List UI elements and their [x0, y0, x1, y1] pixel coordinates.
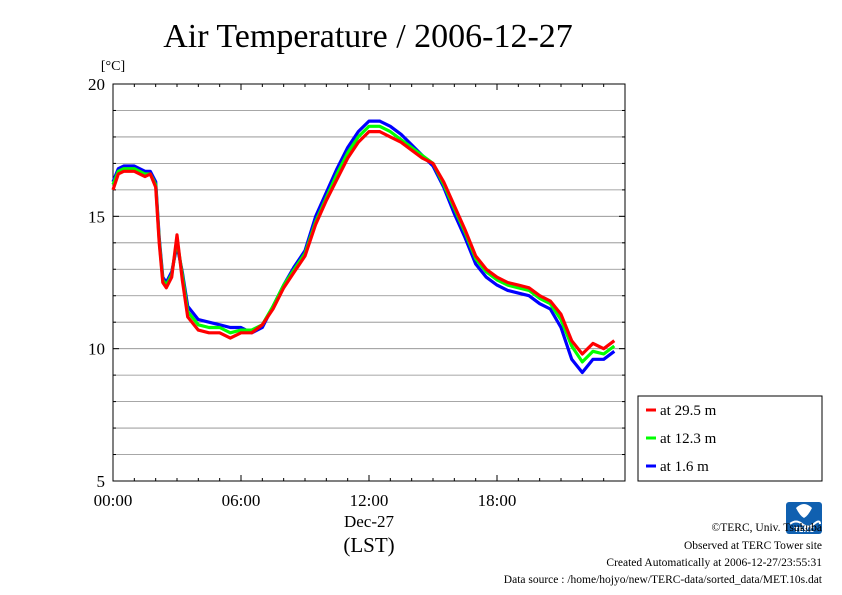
x-tick-label: 06:00 — [222, 491, 261, 510]
y-tick-label: 20 — [88, 75, 105, 94]
series-lines — [111, 119, 616, 375]
plot-frame — [112, 83, 626, 482]
legend-label-at-29-5-m: at 29.5 m — [660, 403, 717, 419]
grid-lines — [113, 110, 625, 455]
x-tick-label: 18:00 — [478, 491, 517, 510]
terc-logo-icon: TERC — [786, 502, 822, 534]
logo-text: TERC — [794, 526, 814, 534]
y-axis-unit: [°C] — [101, 59, 125, 74]
legend-label-at-12-3-m: at 12.3 m — [660, 431, 717, 447]
legend-label-at-1-6-m: at 1.6 m — [660, 459, 709, 475]
series-line-at-29-5-m — [111, 130, 616, 356]
credit-created: Created Automatically at 2006-12-27/23:5… — [606, 557, 822, 569]
legend-box — [637, 395, 823, 482]
y-tick-label: 5 — [97, 472, 106, 491]
x-axis-date-label: Dec-27 — [344, 512, 395, 531]
legend: at 29.5 m at 12.3 m at 1.6 m — [637, 395, 823, 482]
credit-copyright: ©TERC, Univ. Tsukuba — [712, 522, 822, 534]
y-tick-label: 15 — [88, 207, 105, 226]
axis-ticks: 5 10 15 20 00:00 06:00 12:00 18:00 — [88, 75, 626, 510]
series-line-at-12-3-m — [111, 124, 616, 364]
credit-source: Data source : /home/hojyo/new/TERC-data/… — [504, 574, 823, 586]
credit-observed: Observed at TERC Tower site — [684, 540, 822, 552]
x-tick-label: 12:00 — [350, 491, 389, 510]
series-line-at-1-6-m — [111, 119, 616, 375]
x-tick-label: 00:00 — [94, 491, 133, 510]
chart-title: Air Temperature / 2006-12-27 — [163, 18, 573, 55]
y-tick-label: 10 — [88, 340, 105, 359]
x-axis-title: (LST) — [343, 533, 394, 557]
